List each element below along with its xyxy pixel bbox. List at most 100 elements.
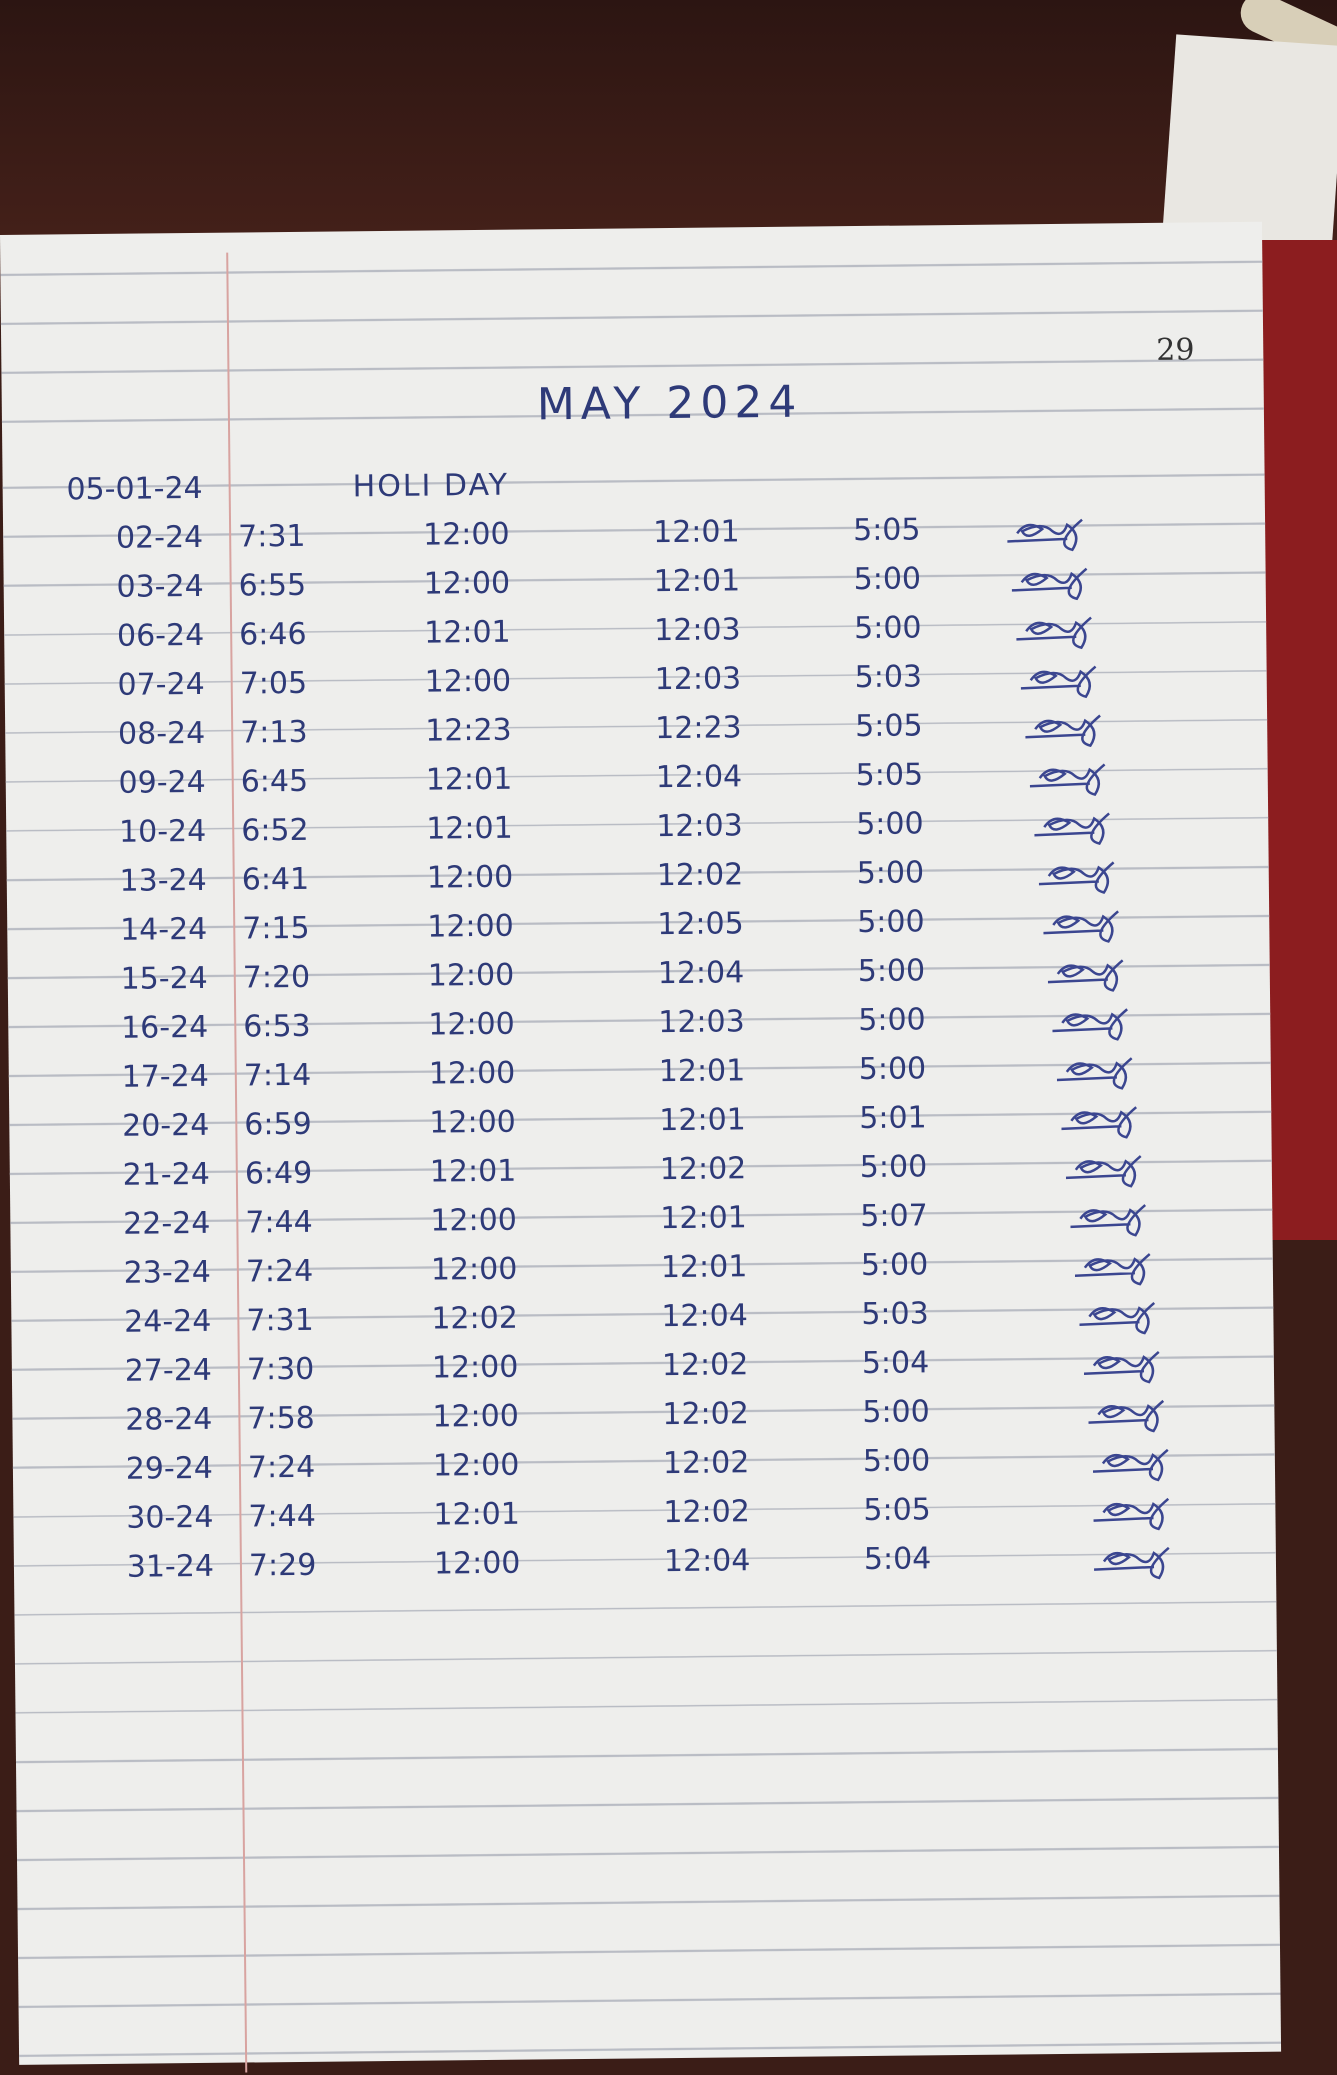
cell-lunch-out: 12:23 xyxy=(425,712,512,749)
cell-out: 5:00 xyxy=(858,1002,926,1039)
cell-note: HOLI DAY xyxy=(352,467,510,505)
cell-out: 5:00 xyxy=(857,904,925,941)
cell-lunch-in: 12:04 xyxy=(663,1543,751,1580)
cell-in: 7:13 xyxy=(240,714,308,751)
cell-in: 7:44 xyxy=(248,1498,316,1535)
cell-lunch-out: 12:00 xyxy=(432,1398,520,1435)
cell-date: 08-24 xyxy=(117,715,206,752)
signature xyxy=(1020,665,1097,699)
cell-date: 29-24 xyxy=(125,1450,214,1487)
cell-lunch-in: 12:01 xyxy=(658,1053,746,1090)
cell-lunch-in: 12:02 xyxy=(659,1151,747,1188)
cell-lunch-out: 12:01 xyxy=(429,1153,517,1190)
cell-date: 03-24 xyxy=(116,568,204,605)
cell-lunch-out: 12:02 xyxy=(431,1300,519,1337)
signature xyxy=(1047,959,1124,992)
log-row: 14-24 7:15 12:00 12:05 5:00 xyxy=(7,893,1269,955)
cell-out: 5:00 xyxy=(853,610,922,647)
signature xyxy=(1052,1008,1128,1041)
cell-out: 5:05 xyxy=(852,512,921,549)
cell-in: 7:20 xyxy=(242,959,311,996)
cell-in: 6:46 xyxy=(239,616,307,653)
cell-date: 10-24 xyxy=(118,813,207,850)
cell-out: 5:00 xyxy=(858,1051,927,1088)
cell-out: 5:00 xyxy=(860,1247,929,1284)
cell-lunch-in: 12:03 xyxy=(654,661,742,698)
log-row: 23-24 7:24 12:00 12:01 5:00 xyxy=(11,1236,1273,1298)
cell-lunch-in: 12:02 xyxy=(662,1396,750,1433)
cell-lunch-out: 12:00 xyxy=(422,516,510,553)
log-row: 22-24 7:44 12:00 12:01 5:07 xyxy=(10,1187,1272,1249)
cell-lunch-out: 12:00 xyxy=(427,957,515,994)
signature xyxy=(1093,1546,1170,1580)
signature xyxy=(1061,1106,1138,1139)
cell-out: 5:04 xyxy=(861,1345,930,1382)
cell-out: 5:00 xyxy=(856,806,924,843)
signature xyxy=(1092,1448,1169,1482)
log-row: 03-24 6:55 12:00 12:01 5:00 xyxy=(3,550,1265,612)
cell-out: 5:00 xyxy=(862,1394,930,1431)
log-row: 28-24 7:58 12:00 12:02 5:00 xyxy=(12,1383,1274,1445)
cell-lunch-in: 12:03 xyxy=(658,1004,745,1041)
cell-lunch-out: 12:00 xyxy=(423,565,511,602)
cell-lunch-in: 12:01 xyxy=(653,563,741,600)
cell-in: 6:55 xyxy=(238,567,307,604)
cell-lunch-in: 12:01 xyxy=(652,514,740,551)
cell-out: 5:00 xyxy=(857,953,926,990)
cell-out: 5:00 xyxy=(856,855,925,892)
signature xyxy=(1034,812,1110,845)
cell-out: 5:01 xyxy=(859,1100,927,1137)
cell-lunch-in: 12:01 xyxy=(660,1200,747,1237)
signature xyxy=(1007,518,1083,552)
cell-date: 28-24 xyxy=(125,1401,213,1438)
log-row: 17-24 7:14 12:00 12:01 5:00 xyxy=(9,1040,1271,1102)
cell-in: 7:24 xyxy=(247,1449,316,1486)
cell-in: 6:41 xyxy=(241,861,310,898)
cell-lunch-in: 12:02 xyxy=(661,1347,749,1384)
cell-date: 14-24 xyxy=(119,911,208,948)
cell-lunch-out: 12:01 xyxy=(433,1496,521,1533)
notebook-page: 29 MAY 2024 05-01-24 HOLI DAY 02-24 7:31 12:… xyxy=(0,221,1282,2073)
log-row: 06-24 6:46 12:01 12:03 5:00 xyxy=(4,599,1266,661)
cell-date: 22-24 xyxy=(122,1205,211,1242)
cell-out: 5:00 xyxy=(853,561,922,598)
cell-date: 09-24 xyxy=(118,764,206,801)
cell-in: 7:05 xyxy=(239,665,308,702)
log-row: 02-24 7:31 12:00 12:01 5:05 xyxy=(3,501,1265,563)
cell-in: 7:31 xyxy=(237,518,306,555)
log-row: 29-24 7:24 12:00 12:02 5:00 xyxy=(13,1432,1275,1494)
log-row: 30-24 7:44 12:01 12:02 5:05 xyxy=(13,1481,1275,1543)
cell-out: 5:04 xyxy=(863,1541,932,1578)
log-row: 31-24 7:29 12:00 12:04 5:04 xyxy=(14,1530,1276,1592)
cell-lunch-in: 12:02 xyxy=(656,857,744,894)
signature xyxy=(1011,567,1088,601)
page-number: 29 xyxy=(1156,332,1195,368)
cell-date: 20-24 xyxy=(121,1107,210,1144)
cell-lunch-out: 12:00 xyxy=(432,1447,520,1484)
log-row: 24-24 7:31 12:02 12:04 5:03 xyxy=(11,1285,1273,1347)
cell-lunch-out: 12:00 xyxy=(428,1055,516,1092)
cell-in: 7:14 xyxy=(243,1057,312,1094)
cell-lunch-in: 12:05 xyxy=(657,906,744,943)
cell-out: 5:00 xyxy=(859,1149,928,1186)
signature xyxy=(1065,1155,1142,1188)
signature xyxy=(1079,1302,1156,1335)
cell-lunch-out: 12:00 xyxy=(429,1104,516,1141)
signature xyxy=(1083,1350,1160,1384)
cell-date: 24-24 xyxy=(124,1303,212,1340)
signature xyxy=(1029,763,1106,796)
cell-date: 31-24 xyxy=(126,1548,215,1585)
log-row: 15-24 7:20 12:00 12:04 5:00 xyxy=(8,942,1270,1004)
cell-in: 6:59 xyxy=(244,1106,312,1143)
cell-in: 7:29 xyxy=(248,1547,317,1584)
signature xyxy=(1016,616,1092,650)
cell-lunch-out: 12:00 xyxy=(427,908,514,945)
cell-lunch-out: 12:00 xyxy=(424,663,512,700)
cell-date: 30-24 xyxy=(126,1499,214,1536)
cell-out: 5:05 xyxy=(855,757,924,794)
cell-lunch-in: 12:02 xyxy=(663,1494,751,1531)
cell-out: 5:03 xyxy=(861,1296,929,1333)
log-row: 08-24 7:13 12:23 12:23 5:05 xyxy=(5,697,1267,759)
cell-date: 15-24 xyxy=(120,960,208,997)
cell-date: 27-24 xyxy=(124,1352,213,1389)
